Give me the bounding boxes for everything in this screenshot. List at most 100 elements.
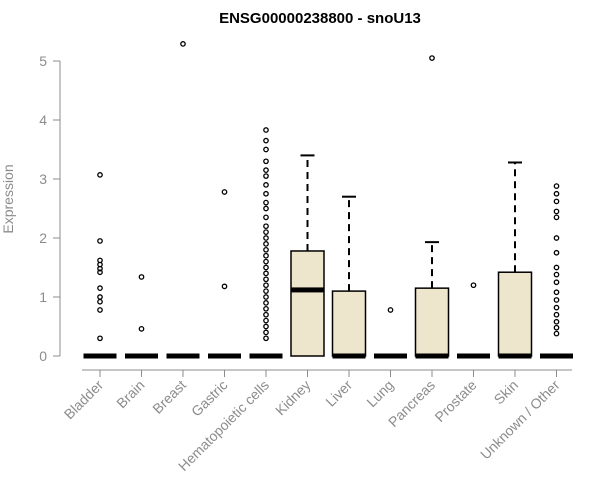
outlier-point — [553, 330, 560, 337]
outlier-point — [97, 238, 103, 244]
outlier-point — [553, 279, 560, 286]
outlier-point — [263, 300, 269, 306]
outlier-point — [263, 282, 269, 289]
x-tick-label: Prostate — [431, 377, 479, 425]
outlier-point — [263, 182, 269, 188]
outlier-point — [553, 297, 560, 303]
y-tick-label: 3 — [39, 171, 47, 187]
outlier-point — [221, 189, 228, 195]
outlier-point — [263, 190, 269, 197]
outlier-point — [263, 246, 269, 253]
outlier-point — [263, 173, 269, 179]
outlier-point — [263, 158, 269, 165]
outlier-point — [553, 198, 560, 205]
outlier-point — [263, 214, 269, 221]
median-line — [208, 353, 241, 359]
box-group — [290, 154, 325, 357]
box-group — [83, 172, 117, 359]
outlier-point — [553, 304, 560, 311]
outlier-point — [180, 41, 186, 47]
outlier-point — [263, 241, 269, 247]
outlier-point — [263, 258, 269, 265]
x-tick-label: Breast — [149, 377, 189, 417]
x-tick-label: Skin — [491, 377, 522, 408]
box-group — [414, 55, 450, 359]
outlier-point — [553, 208, 560, 215]
y-tick-label: 1 — [39, 289, 47, 305]
box-group — [249, 127, 283, 359]
median-line — [374, 353, 407, 359]
median-line — [166, 353, 200, 359]
outlier-point — [97, 335, 103, 342]
median-line — [457, 353, 490, 359]
y-tick-label: 4 — [39, 112, 47, 128]
median-line — [249, 353, 283, 359]
median-line — [83, 353, 117, 359]
box-body — [414, 287, 450, 357]
outlier-point — [221, 283, 228, 290]
outlier-point — [97, 172, 103, 178]
box-group — [166, 41, 200, 359]
outlier-point — [263, 229, 269, 235]
outlier-point — [553, 183, 560, 189]
median-line — [291, 287, 324, 293]
outlier-point — [263, 329, 269, 336]
outlier-point — [138, 274, 145, 280]
outlier-point — [553, 249, 560, 256]
median-line — [332, 353, 366, 359]
outlier-point — [263, 199, 269, 206]
x-tick-label: Bladder — [61, 377, 107, 423]
outlier-point — [429, 55, 435, 61]
boxes-layer — [83, 41, 573, 359]
outlier-point — [553, 311, 560, 318]
x-tick-label: Lung — [363, 377, 396, 410]
median-line — [125, 353, 158, 359]
outlier-point — [97, 307, 103, 313]
y-tick-label: 2 — [39, 230, 47, 246]
box-body — [497, 271, 533, 357]
box-group — [457, 282, 490, 359]
outlier-point — [263, 205, 269, 212]
outlier-point — [263, 311, 269, 318]
outlier-point — [553, 318, 560, 325]
outlier-point — [263, 294, 269, 300]
outlier-point — [263, 127, 269, 133]
x-tick-label: Liver — [322, 377, 355, 410]
y-tick-label: 5 — [39, 53, 47, 69]
y-axis-ticks: 0 1 2 3 4 5 — [39, 53, 60, 364]
outlier-point — [263, 146, 269, 153]
outlier-point — [263, 335, 269, 342]
outlier-point — [553, 264, 560, 271]
outlier-point — [263, 305, 269, 312]
box-group — [125, 274, 158, 359]
outlier-point — [553, 271, 560, 278]
outlier-point — [138, 326, 145, 332]
outlier-point — [553, 214, 560, 221]
outlier-point — [97, 294, 103, 300]
y-axis-label: Expression — [0, 164, 16, 233]
outlier-point — [553, 190, 560, 197]
outlier-point — [263, 167, 269, 173]
y-tick-label: 0 — [39, 348, 47, 364]
median-line — [540, 353, 573, 359]
x-tick-label: Unknown / Other — [477, 377, 563, 463]
outlier-point — [263, 223, 269, 230]
outlier-point — [263, 264, 269, 271]
outlier-point — [263, 252, 269, 259]
outlier-point — [263, 288, 269, 294]
outlier-point — [470, 282, 477, 289]
box-group — [208, 189, 241, 359]
outlier-point — [553, 289, 560, 296]
box-body — [290, 250, 325, 357]
outlier-point — [263, 137, 269, 144]
median-line — [415, 353, 449, 359]
x-tick-label: Brain — [113, 377, 147, 411]
chart-title: ENSG00000238800 - snoU13 — [219, 10, 421, 27]
outlier-point — [553, 235, 560, 241]
box-group — [540, 183, 573, 359]
outlier-point — [97, 269, 103, 276]
outlier-point — [263, 270, 269, 277]
